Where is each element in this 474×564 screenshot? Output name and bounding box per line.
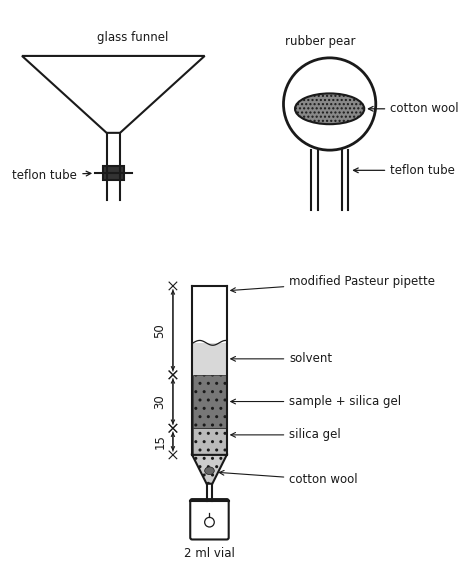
Text: cotton wool: cotton wool [219,470,358,486]
Text: solvent: solvent [231,352,332,365]
Text: rubber pear: rubber pear [285,35,356,49]
Text: 50: 50 [153,323,166,338]
Bar [193,375,226,428]
Text: teflon tube: teflon tube [354,164,455,177]
Text: 30: 30 [153,394,166,409]
Text: 15: 15 [153,434,166,449]
Text: glass funnel: glass funnel [97,32,168,45]
Bar [193,428,226,455]
Text: 2 ml vial: 2 ml vial [184,547,235,560]
Polygon shape [192,455,227,484]
Text: silica gel: silica gel [231,429,341,442]
Bar [103,166,124,180]
Bar [193,343,226,375]
Text: sample + silica gel: sample + silica gel [231,395,401,408]
Ellipse shape [295,94,364,124]
Text: modified Pasteur pipette: modified Pasteur pipette [231,275,435,293]
Text: teflon tube: teflon tube [12,169,91,182]
Ellipse shape [205,467,214,474]
Text: cotton wool: cotton wool [368,102,459,115]
